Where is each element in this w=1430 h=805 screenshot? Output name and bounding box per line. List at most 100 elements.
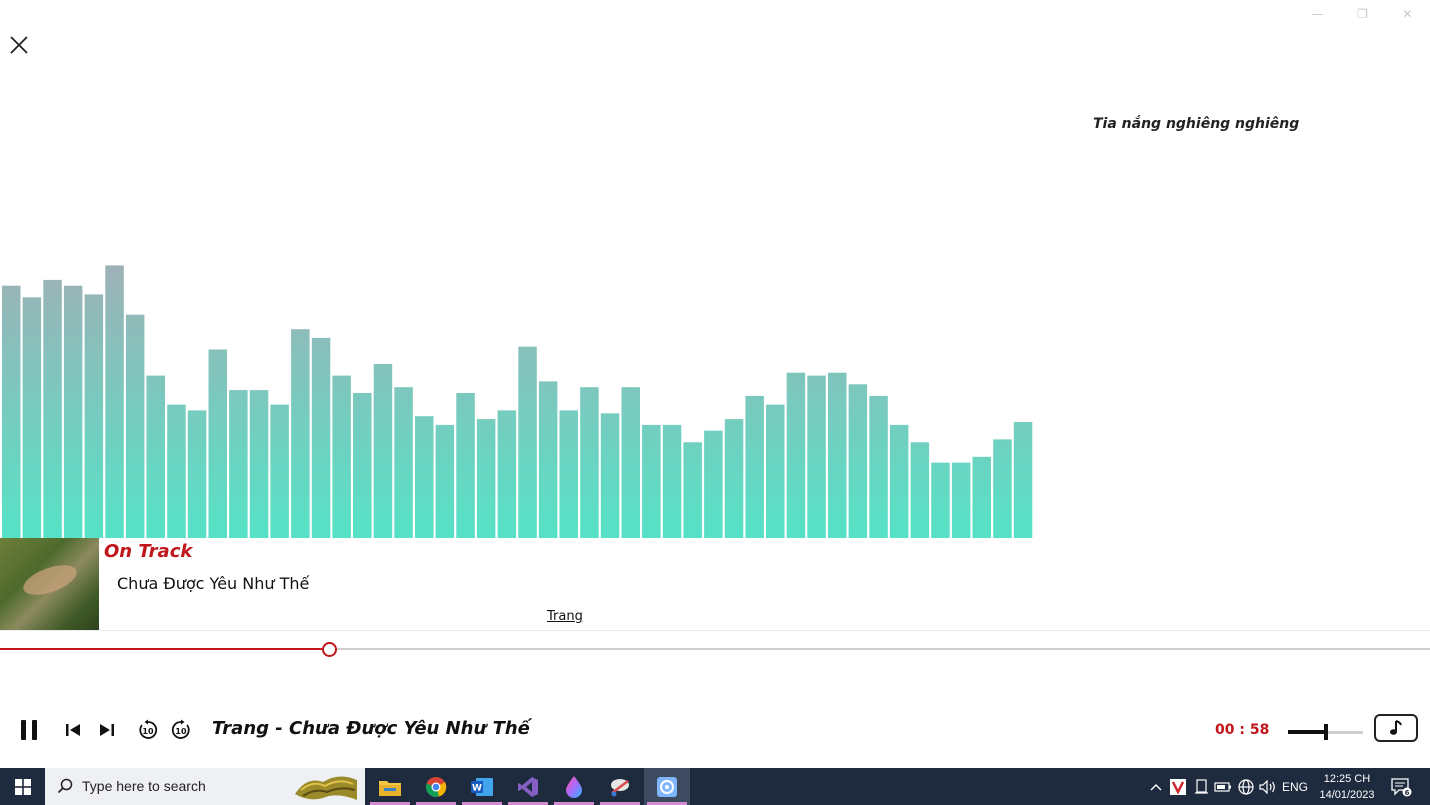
visualizer-bar: [538, 381, 558, 538]
skip-next-icon: [100, 724, 114, 736]
visualizer-bar: [518, 346, 537, 538]
forward-10-icon: 10: [171, 719, 190, 739]
file-explorer-icon: [379, 780, 401, 796]
visualizer-bar: [394, 387, 413, 538]
visualizer-bar: [353, 393, 372, 538]
volume-thumb[interactable]: [1323, 724, 1328, 740]
lyric-line: Tia nắng nghiêng nghiêng: [1093, 116, 1300, 132]
replay-10-icon: 10: [139, 719, 158, 739]
visualizer-bar: [972, 456, 991, 538]
windows-icon: [14, 778, 31, 795]
visualizer-bar: [621, 387, 640, 538]
rewind-10-button[interactable]: 10: [137, 719, 159, 741]
visualizer-bar: [105, 265, 124, 538]
visualizer-bar: [22, 297, 42, 538]
clock-date: 14/01/2023: [1319, 789, 1375, 801]
visualizer-bar: [869, 395, 888, 538]
globe-icon: [1238, 778, 1254, 795]
taskbar-search-box[interactable]: Type here to search: [45, 768, 365, 805]
window-close-button[interactable]: ✕: [1402, 7, 1413, 21]
now-playing-panel: On Track Chưa Được Yêu Như Thế Trang: [0, 538, 1430, 631]
tray-volume[interactable]: [1258, 768, 1278, 805]
forward-seconds: 10: [175, 727, 187, 736]
action-center-button[interactable]: 6: [1386, 768, 1416, 805]
window-controls: — ❐ ✕: [1295, 0, 1430, 28]
volume-slider[interactable]: [1288, 724, 1363, 740]
rewind-seconds: 10: [142, 727, 154, 736]
visualizer-bar: [63, 285, 83, 538]
tray-clock[interactable]: 12:25 CH 14/01/2023: [1312, 771, 1382, 803]
visualizer-bar: [642, 424, 661, 538]
visualizer-bar: [600, 413, 620, 538]
forward-10-button[interactable]: 10: [170, 719, 192, 741]
taskbar-paint3d[interactable]: [551, 768, 597, 805]
section-label: On Track: [104, 541, 193, 562]
visualizer-bar: [683, 442, 702, 538]
elapsed-time: 00 : 58: [1215, 722, 1270, 738]
pause-button[interactable]: [16, 716, 42, 744]
visualizer-bar: [931, 462, 950, 538]
visualizer-bar: [580, 387, 599, 538]
audio-visualizer: [2, 265, 1033, 538]
seek-progress: [0, 648, 329, 650]
close-icon[interactable]: [8, 34, 30, 56]
notification-count: 6: [1405, 789, 1410, 797]
speaker-icon: [1259, 779, 1275, 794]
taskbar-snipping[interactable]: [597, 768, 643, 805]
visualizer-bar: [1013, 422, 1033, 538]
clock-time: 12:25 CH: [1323, 773, 1371, 785]
word-icon: W: [471, 777, 493, 796]
chrome-icon: [425, 776, 447, 797]
seek-slider[interactable]: [0, 640, 1430, 658]
tray-battery[interactable]: [1213, 768, 1233, 805]
minimize-button[interactable]: —: [1311, 7, 1324, 21]
music-note-button[interactable]: [1374, 714, 1418, 742]
snipping-icon: [611, 778, 629, 796]
visualizer-bar: [889, 424, 909, 538]
seek-track: [0, 648, 1430, 650]
now-playing-label: Trang - Chưa Được Yêu Như Thế: [212, 718, 530, 739]
song-title: Chưa Được Yêu Như Thế: [117, 574, 310, 593]
device-icon: [1195, 778, 1208, 794]
visualizer-bar: [291, 329, 310, 538]
search-icon: [57, 778, 73, 794]
visualizer-bar: [167, 404, 186, 538]
previous-button[interactable]: [63, 720, 83, 740]
visualizer-bar: [848, 384, 868, 538]
show-hidden-icons[interactable]: [1146, 768, 1166, 805]
album-cover[interactable]: [0, 538, 99, 630]
tray-language[interactable]: ENG: [1281, 779, 1308, 794]
pause-icon: [21, 720, 37, 740]
visualizer-bar: [435, 424, 455, 538]
visualizer-bar: [662, 424, 682, 538]
next-button[interactable]: [97, 720, 117, 740]
visualizer-bar: [910, 442, 930, 538]
taskbar-music-player[interactable]: [644, 768, 690, 805]
svg-text:W: W: [472, 783, 482, 793]
vietkey-icon: [1170, 778, 1186, 795]
paint3d-icon: [566, 775, 582, 798]
taskbar-file-explorer[interactable]: [367, 768, 413, 805]
tray-app[interactable]: [1168, 768, 1188, 805]
taskbar-visual-studio[interactable]: [505, 768, 551, 805]
search-highlight-art: [295, 776, 357, 800]
taskbar-chrome[interactable]: [413, 768, 459, 805]
visualizer-bar: [187, 410, 207, 538]
music-note-icon: [1390, 720, 1402, 735]
visualizer-bar: [993, 439, 1012, 538]
seek-thumb[interactable]: [321, 642, 337, 657]
tray-device[interactable]: [1192, 768, 1212, 805]
visualizer-bar: [828, 372, 847, 538]
visualizer-bar: [332, 375, 351, 538]
restore-button[interactable]: ❐: [1357, 7, 1368, 21]
visualizer-bar: [146, 375, 165, 538]
visualizer-bar: [2, 285, 21, 538]
artist-link[interactable]: Trang: [547, 609, 583, 624]
visualizer-bar: [745, 395, 764, 538]
visualizer-bar: [559, 410, 578, 538]
visualizer-bar: [84, 294, 104, 538]
start-button[interactable]: [0, 768, 45, 805]
taskbar-word[interactable]: W: [459, 768, 505, 805]
visualizer-bar: [476, 419, 496, 538]
tray-network[interactable]: [1236, 768, 1256, 805]
